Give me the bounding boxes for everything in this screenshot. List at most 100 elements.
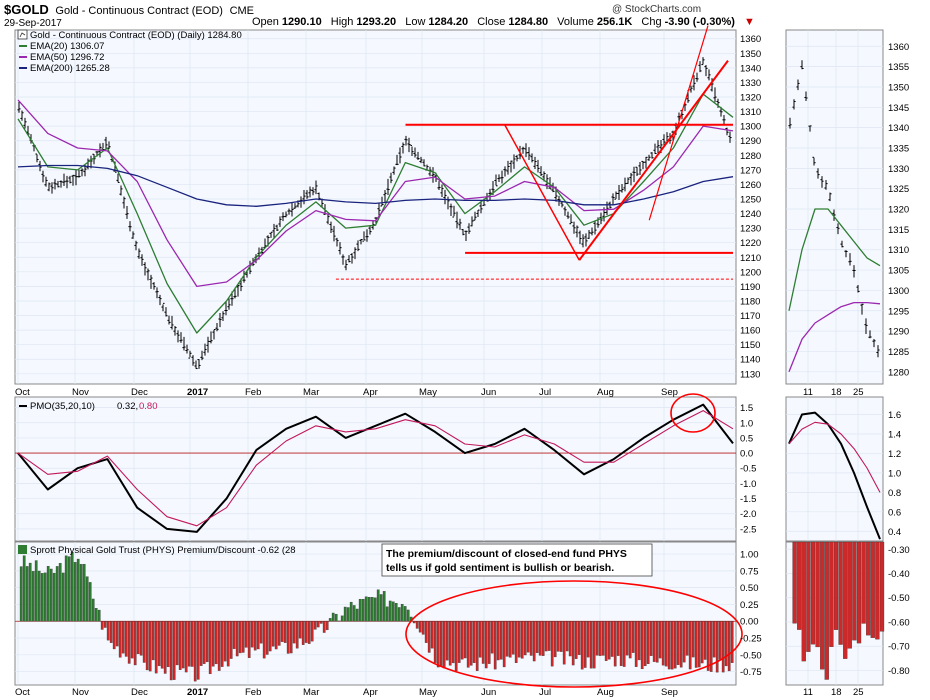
premium-bar: [88, 582, 92, 622]
discount-bar: [259, 621, 263, 644]
discount-bar: [610, 621, 614, 657]
discount-bar: [607, 621, 611, 660]
legend-ema20: EMA(20) 1306.07: [30, 41, 104, 52]
discount-bar: [172, 621, 176, 680]
y-tick-label: 1320: [740, 93, 761, 104]
discount-bar: [820, 541, 825, 670]
premium-bar: [76, 558, 80, 622]
discount-bar: [727, 621, 731, 672]
discount-bar: [505, 621, 509, 657]
discount-bar: [268, 621, 272, 652]
y-tick-label: 1295: [888, 306, 909, 317]
discount-bar: [538, 621, 542, 656]
discount-bar: [815, 541, 820, 648]
y-tick-label: 1280: [740, 151, 761, 162]
discount-bar: [151, 621, 155, 661]
high-label: High: [330, 16, 354, 28]
x-tick-label: Feb: [245, 387, 261, 398]
discount-bar: [208, 621, 212, 675]
x-tick-label: Sep: [661, 387, 678, 398]
y-tick-label: 1300: [888, 286, 909, 297]
y-tick-label: 1315: [888, 225, 909, 236]
x-tick-label: Aug: [597, 387, 614, 398]
premium-bar: [343, 606, 347, 622]
discount-bar: [688, 621, 692, 670]
discount-bar: [106, 621, 110, 641]
volume-label: Volume: [557, 16, 594, 28]
y-tick-label: 1360: [740, 34, 761, 45]
discount-bar: [115, 621, 119, 647]
premium-bar: [400, 603, 404, 622]
discount-bar: [253, 621, 257, 651]
downtrend-line: [504, 124, 580, 261]
discount-bar: [685, 621, 689, 656]
discount-bar: [604, 621, 608, 661]
discount-bar: [466, 621, 470, 668]
discount-bar: [136, 621, 140, 655]
discount-bar: [861, 541, 866, 624]
discount-bar: [661, 621, 665, 666]
discount-bar: [544, 621, 548, 652]
y-tick-label: -0.50: [740, 650, 762, 661]
discount-bar: [205, 621, 209, 663]
premium-bar: [340, 615, 344, 622]
discount-bar: [181, 621, 185, 669]
pmo-top-highlight-circle: [670, 393, 716, 433]
y-tick-label: 1270: [740, 165, 761, 176]
premium-bar: [22, 555, 26, 622]
premium-bar: [79, 564, 83, 622]
y-tick-label: 1350: [740, 49, 761, 60]
discount-bar: [589, 621, 593, 669]
discount-bar: [421, 621, 425, 635]
legend-pmo-value: 0.32,: [117, 401, 138, 412]
discount-bar: [810, 541, 816, 645]
discount-bar: [652, 621, 656, 662]
discount-bar: [712, 621, 716, 658]
discount-bar: [148, 621, 152, 672]
discount-bar: [679, 621, 683, 668]
discount-bar: [214, 621, 218, 665]
y-tick-label: 1130: [740, 369, 760, 380]
discount-bar: [616, 621, 620, 656]
symbol-name: Gold - Continuous Contract (EOD): [55, 5, 223, 17]
premium-bar: [94, 608, 98, 622]
discount-bar: [313, 621, 317, 630]
discount-bar: [553, 621, 557, 658]
discount-bar: [223, 621, 227, 662]
phys-legend: Sprott Physical Gold Trust (PHYS) Premiu…: [18, 545, 296, 556]
discount-bar: [133, 621, 137, 666]
discount-bar: [307, 621, 311, 644]
discount-bar: [586, 621, 590, 658]
discount-bar: [562, 621, 566, 665]
discount-bar: [565, 621, 569, 652]
legend-pmo-label: PMO(35,20,10): [30, 401, 95, 412]
discount-bar: [499, 621, 503, 660]
discount-bar: [691, 621, 695, 658]
price-panel-main: [14, 29, 737, 385]
premium-bar: [70, 552, 74, 622]
discount-bar: [580, 621, 584, 670]
premium-bar: [43, 572, 47, 622]
discount-bar: [154, 621, 158, 674]
premium-bar: [67, 556, 71, 622]
y-tick-label: 0.6: [888, 507, 901, 518]
discount-bar: [550, 621, 554, 667]
discount-bar: [244, 621, 248, 648]
discount-bar: [217, 621, 221, 671]
y-tick-label: -0.80: [888, 666, 910, 677]
discount-bar: [631, 621, 635, 653]
y-tick-label: 1280: [888, 367, 909, 378]
premium-bar: [358, 598, 362, 622]
series-line-ema-50-: [17, 99, 734, 288]
x-tick-label-bottom: Feb: [245, 687, 261, 698]
discount-bar: [866, 541, 871, 636]
series-line-signal: [17, 410, 734, 527]
y-tick-label: 1.0: [888, 468, 901, 479]
discount-bar: [289, 621, 293, 654]
discount-bar: [634, 621, 638, 667]
x-tick-label-bottom: Jun: [481, 687, 496, 698]
discount-bar: [559, 621, 563, 652]
premium-bar: [28, 562, 32, 622]
series-line-pmo: [788, 411, 881, 540]
